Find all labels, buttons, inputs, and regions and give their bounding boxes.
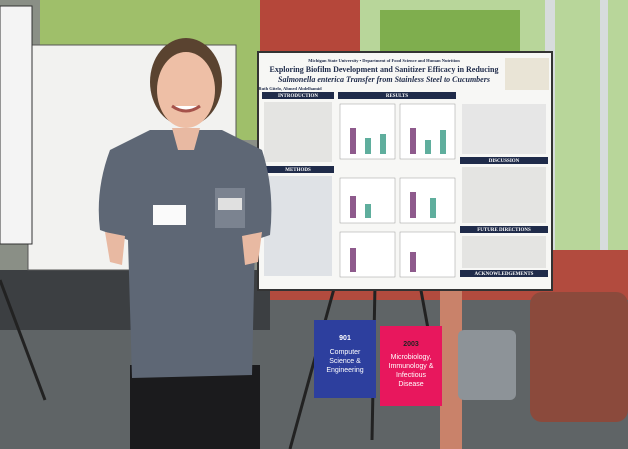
easel-leg xyxy=(288,284,337,449)
bar-shape xyxy=(440,130,446,154)
bar-shape xyxy=(410,192,416,218)
name-tag xyxy=(153,205,186,225)
poster-title: Salmonella enterica Transfer from Stainl… xyxy=(278,75,490,84)
poster-title: Exploring Biofilm Development and Saniti… xyxy=(270,65,499,74)
section-header xyxy=(460,226,548,233)
arm xyxy=(105,232,125,265)
plot xyxy=(399,231,456,278)
bar-shape xyxy=(365,138,371,154)
brown-chair xyxy=(530,292,628,422)
sign-label: Disease xyxy=(398,381,423,388)
bar-shape xyxy=(350,128,356,154)
plot xyxy=(339,231,396,278)
bar-shape xyxy=(410,252,416,272)
section-header-text: RESULTS xyxy=(386,94,409,99)
section-header-text: METHODS xyxy=(285,168,311,173)
sign-label: Engineering xyxy=(326,367,363,374)
poster-affiliation: Michigan State University • Department o… xyxy=(308,58,460,63)
sign-number: 901 xyxy=(339,335,351,342)
gray-chair xyxy=(458,330,516,400)
text-block xyxy=(462,167,546,223)
text-block xyxy=(264,102,332,162)
section-header-text: ACKNOWLEDGEMENTS xyxy=(475,272,534,277)
left-poster xyxy=(0,5,33,245)
smile xyxy=(171,104,201,113)
bar-shape xyxy=(430,198,436,218)
pole xyxy=(440,290,462,449)
section-header xyxy=(338,92,456,99)
result-plots xyxy=(339,103,456,278)
bar-shape xyxy=(350,196,356,218)
sign-label: Immunology & xyxy=(389,363,434,370)
easel-leg xyxy=(0,279,47,401)
logo xyxy=(505,58,549,90)
sign-label: Infectious xyxy=(396,372,426,379)
sign-number: 2003 xyxy=(403,341,419,348)
bar-shape xyxy=(350,248,356,272)
methods-figure xyxy=(264,176,332,276)
bar-shape xyxy=(380,134,386,154)
arm xyxy=(242,232,262,265)
pocket-pattern xyxy=(218,198,242,210)
sign-pink xyxy=(380,326,442,406)
plot xyxy=(399,177,456,224)
red-wall xyxy=(260,0,360,60)
figure xyxy=(462,104,546,154)
section-header-text: DISCUSSION xyxy=(489,159,520,164)
bar-shape xyxy=(365,204,371,218)
poster-authors: Ruth Gitelo, Ahmed Abdelhamid xyxy=(258,86,322,91)
bar-shape xyxy=(425,140,431,154)
section-header-text: FUTURE DIRECTIONS xyxy=(477,228,531,233)
section-header xyxy=(262,166,334,173)
pants xyxy=(130,365,260,449)
sign-label: Science & xyxy=(329,358,361,365)
face xyxy=(157,52,215,128)
window-frame xyxy=(600,0,608,260)
text-block xyxy=(462,236,546,268)
sign-blue xyxy=(314,320,376,398)
sign-label: Computer xyxy=(330,349,361,356)
section-header-text: INTRODUCTION xyxy=(278,94,318,99)
section-header xyxy=(460,157,548,164)
sign-label: Microbiology, xyxy=(391,354,432,361)
neck xyxy=(172,128,200,150)
bar-shape xyxy=(410,128,416,154)
section-header xyxy=(262,92,334,99)
person xyxy=(98,38,272,449)
section-header xyxy=(460,270,548,277)
